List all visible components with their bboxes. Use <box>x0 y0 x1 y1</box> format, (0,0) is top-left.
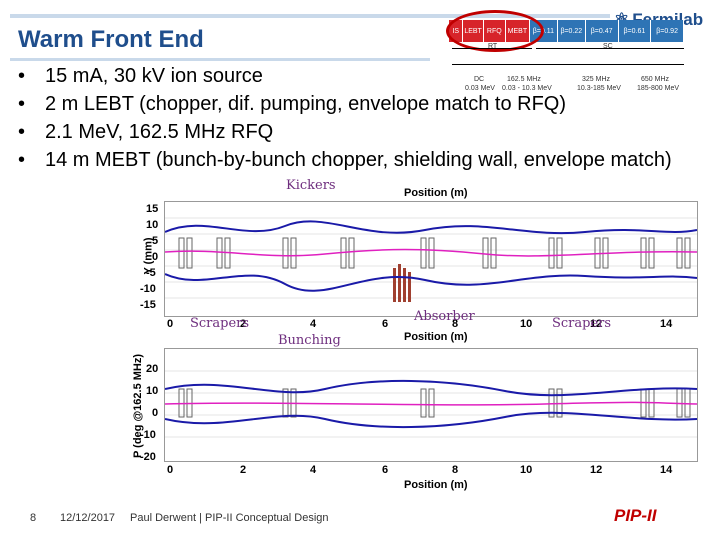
btick-10: 10 <box>146 385 159 397</box>
footer-text: Paul Derwent | PIP-II Conceptual Design <box>130 512 329 524</box>
envelope-plot-svg <box>165 217 697 302</box>
btick-m20: -20 <box>140 451 156 463</box>
bxtick-14: 14 <box>660 464 673 476</box>
annotation-kickers: Kickers <box>286 178 336 193</box>
ytick-m5: -5 <box>146 267 156 279</box>
bullet-item: 14 m MEBT (bunch-by-bunch chopper, shiel… <box>18 146 718 174</box>
xtick-14: 14 <box>660 318 673 330</box>
footer-date: 12/12/2017 <box>60 512 116 524</box>
bxtick-10: 10 <box>520 464 533 476</box>
bxtick-8: 8 <box>452 464 459 476</box>
ytick-m15: -15 <box>140 299 156 311</box>
bullet-item: 2.1 MeV, 162.5 MHz RFQ <box>18 118 718 146</box>
xtick-0: 0 <box>167 318 174 330</box>
envelope-plot <box>164 201 698 317</box>
ytick-10: 10 <box>146 219 159 231</box>
bullet-list: 15 mA, 30 kV ion source 2 m LEBT (choppe… <box>18 62 718 174</box>
xtick-10: 10 <box>520 318 533 330</box>
ytick-15: 15 <box>146 203 159 215</box>
bxtick-0: 0 <box>167 464 174 476</box>
top-accent-bar <box>10 14 610 18</box>
segment-b061: β=0.61 <box>618 20 652 42</box>
sc-label: SC <box>603 43 613 50</box>
top-plot-xlabel-top: Position (m) <box>404 187 468 199</box>
ytick-m10: -10 <box>140 283 156 295</box>
annotation-scrapers-left: Scrapers <box>190 316 250 331</box>
bullet-item: 15 mA, 30 kV ion source <box>18 62 718 90</box>
ytick-5: 5 <box>152 235 159 247</box>
bottom-plot-ylabel: P (deg @162.5 MHz) <box>132 353 145 459</box>
ytick-0: 0 <box>152 251 159 263</box>
bxtick-4: 4 <box>310 464 317 476</box>
page-number: 8 <box>30 512 37 524</box>
btick-20: 20 <box>146 363 159 375</box>
xtick-2: 2 <box>240 318 247 330</box>
annotation-absorber: Absorber <box>414 309 475 324</box>
xtick-6: 6 <box>382 318 389 330</box>
bxtick-2: 2 <box>240 464 247 476</box>
xtick-12: 12 <box>590 318 603 330</box>
rt-label: RT <box>488 43 498 50</box>
top-plot-xlabel-bottom: Position (m) <box>404 331 468 343</box>
title-underline <box>10 58 430 61</box>
xtick-4: 4 <box>310 318 317 330</box>
bottom-plot-xlabel: Position (m) <box>404 479 468 491</box>
highlight-circle <box>446 10 544 52</box>
slide-title: Warm Front End <box>18 26 204 53</box>
pip2-logo: PIP-II <box>614 506 657 525</box>
xtick-8: 8 <box>452 318 459 330</box>
bxtick-6: 6 <box>382 464 389 476</box>
rt-span-line <box>452 48 532 49</box>
annotation-scrapers-right: Scrapers <box>552 316 612 331</box>
btick-m10: -10 <box>140 429 156 441</box>
sc-span-line <box>536 48 684 49</box>
btick-0: 0 <box>152 407 159 419</box>
segment-b092: β=0.92 <box>651 20 684 42</box>
segment-b047: β=0.47 <box>585 20 619 42</box>
bxtick-12: 12 <box>590 464 603 476</box>
phase-plot-svg <box>165 370 697 438</box>
bullet-item: 2 m LEBT (chopper, dif. pumping, envelop… <box>18 90 718 118</box>
phase-plot <box>164 348 698 462</box>
segment-b022: β=0.22 <box>557 20 586 42</box>
